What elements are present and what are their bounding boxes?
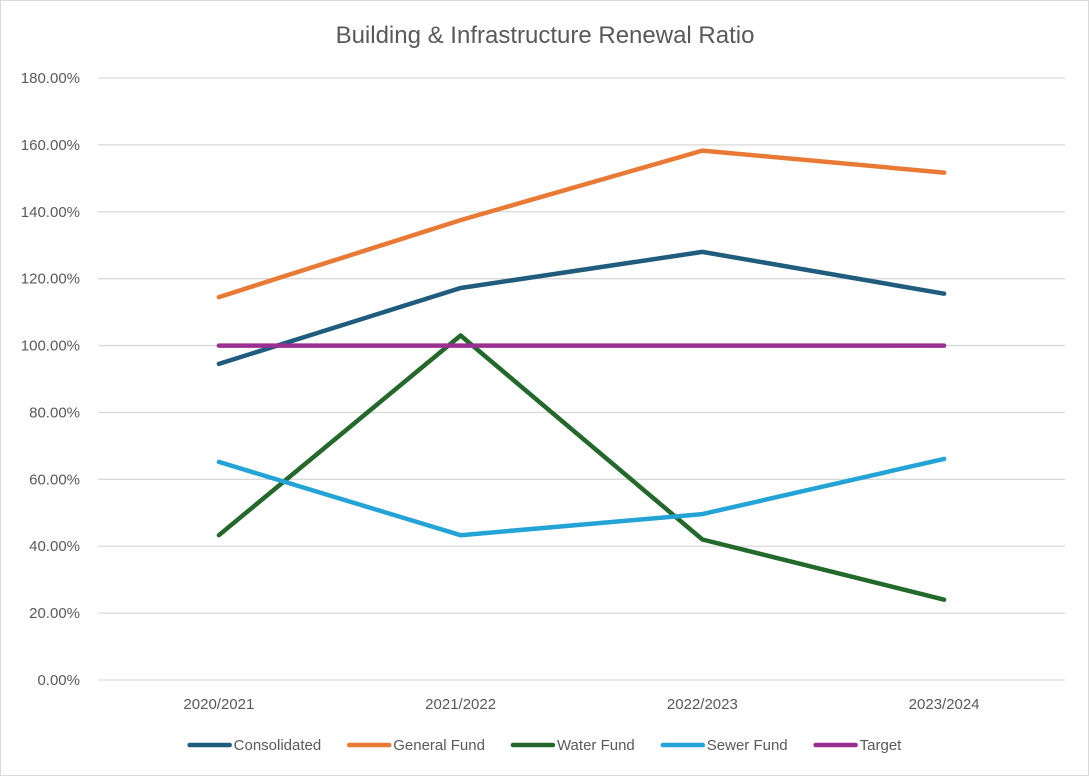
legend-label-consolidated: Consolidated bbox=[234, 737, 322, 754]
series-lines bbox=[216, 148, 947, 602]
y-tick-label: 180.00% bbox=[21, 70, 80, 87]
x-tick-label: 2023/2024 bbox=[909, 696, 980, 713]
legend-label-sewer-fund: Sewer Fund bbox=[707, 737, 788, 754]
x-axis-ticks: 2020/2021 2021/2022 2022/2023 2023/2024 bbox=[183, 696, 979, 713]
y-tick-label: 80.00% bbox=[29, 404, 80, 421]
x-tick-label: 2020/2021 bbox=[183, 696, 254, 713]
y-tick-label: 20.00% bbox=[29, 605, 80, 622]
y-tick-label: 160.00% bbox=[21, 137, 80, 154]
series-line-water-fund bbox=[216, 333, 947, 602]
series-line-sewer-fund bbox=[216, 456, 947, 538]
y-tick-label: 140.00% bbox=[21, 204, 80, 221]
legend-label-general-fund: General Fund bbox=[393, 737, 485, 754]
chart-title: Building & Infrastructure Renewal Ratio bbox=[336, 22, 755, 49]
x-tick-label: 2021/2022 bbox=[425, 696, 496, 713]
legend-label-target: Target bbox=[860, 737, 903, 754]
y-tick-label: 60.00% bbox=[29, 471, 80, 488]
y-tick-label: 40.00% bbox=[29, 538, 80, 555]
series-line-consolidated bbox=[216, 249, 947, 367]
series-line-general-fund bbox=[216, 148, 947, 300]
y-tick-label: 120.00% bbox=[21, 271, 80, 288]
x-tick-label: 2022/2023 bbox=[667, 696, 738, 713]
y-tick-label: 0.00% bbox=[37, 672, 80, 689]
legend-label-water-fund: Water Fund bbox=[557, 737, 635, 754]
y-tick-label: 100.00% bbox=[21, 338, 80, 355]
legend: Consolidated General Fund Water Fund Sewer … bbox=[187, 737, 903, 754]
y-axis-ticks: 0.00% 20.00% 40.00% 60.00% 80.00% 100.00% 120.… bbox=[21, 70, 80, 689]
